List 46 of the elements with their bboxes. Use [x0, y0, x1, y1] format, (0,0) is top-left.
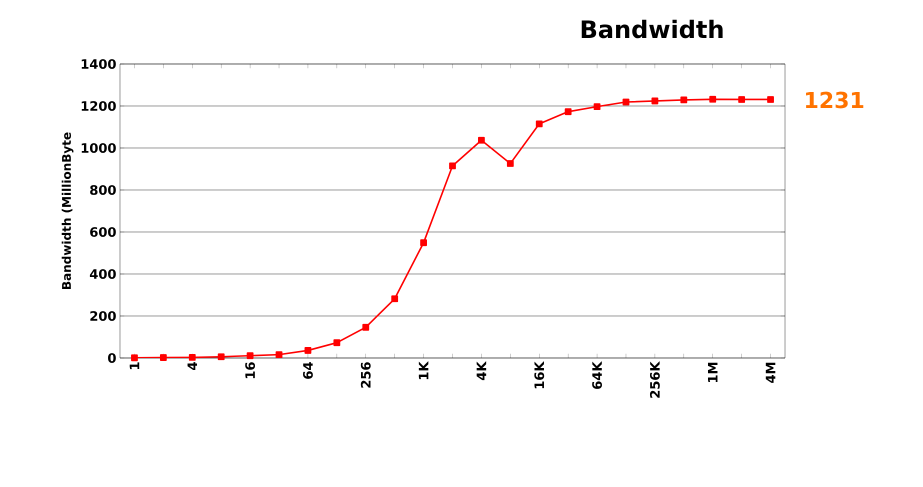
- x-tick-label: 1K: [418, 361, 428, 380]
- point: [246, 352, 254, 360]
- y-tick-label: 1200: [82, 101, 116, 111]
- point: [506, 160, 514, 167]
- point: [709, 96, 716, 103]
- point: [276, 351, 282, 358]
- point: [622, 98, 630, 106]
- point: [594, 103, 600, 110]
- y-tick-label: 200: [90, 311, 116, 321]
- point: [391, 295, 398, 302]
- x-tick-label: 16K: [534, 361, 544, 388]
- y-axis-title: Bandwidth (MillionByte: [62, 132, 74, 289]
- point: [362, 324, 370, 331]
- point: [131, 354, 138, 362]
- x-tick-label: 256K: [650, 361, 660, 398]
- point: [449, 162, 456, 170]
- x-tick-label: 256: [360, 362, 371, 388]
- point: [304, 347, 312, 354]
- y-tick-label: 1000: [82, 143, 116, 153]
- point: [564, 108, 572, 116]
- y-tick-label: 600: [90, 227, 116, 237]
- point: [420, 239, 427, 246]
- y-tick-label: 0: [108, 353, 116, 363]
- point: [651, 98, 658, 104]
- x-tick-label: 64: [303, 362, 313, 379]
- point: [767, 96, 774, 103]
- point: [738, 96, 746, 103]
- point: [218, 353, 225, 360]
- point: [478, 136, 485, 144]
- point: [160, 354, 167, 361]
- x-tick-label: 16: [245, 362, 256, 378]
- x-tick-label: 1: [130, 362, 140, 370]
- x-tick-label: 4K: [476, 361, 486, 380]
- x-tick-label: 64K: [592, 361, 602, 389]
- y-tick-label: 800: [90, 185, 116, 195]
- point: [680, 96, 688, 104]
- point: [536, 120, 543, 128]
- x-tick-label: 4M: [766, 362, 776, 383]
- y-tick-label: 400: [90, 269, 116, 279]
- point: [333, 339, 340, 346]
- y-tick-label: 1400: [82, 59, 116, 69]
- text: 1231: [806, 92, 864, 108]
- x-tick-label: 1M: [708, 362, 718, 382]
- chart-title: Bandwidth: [582, 20, 723, 38]
- point: [188, 354, 196, 361]
- x-tick-label: 4: [188, 362, 198, 370]
